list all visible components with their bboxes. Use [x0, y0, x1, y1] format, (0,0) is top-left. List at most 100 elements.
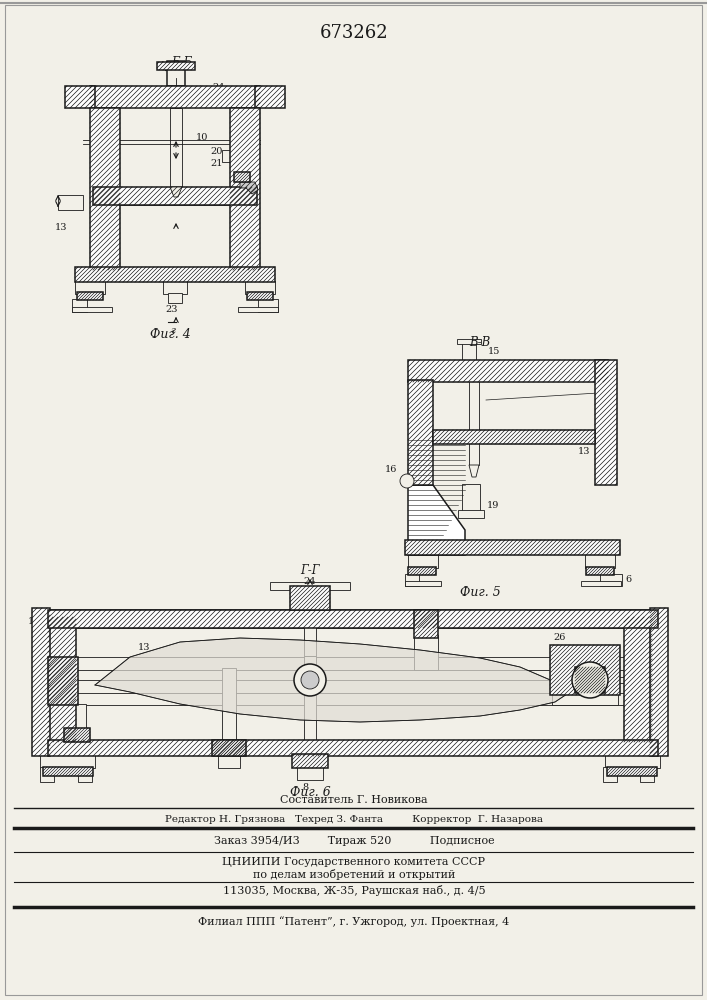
Bar	[247, 292, 273, 300]
Bar	[458, 510, 484, 518]
Text: Фиг. 5: Фиг. 5	[460, 586, 501, 599]
Text: ЦНИИПИ Государственного комитета СССР: ЦНИИПИ Государственного комитета СССР	[223, 857, 486, 867]
Polygon shape	[469, 465, 479, 477]
Bar	[157, 62, 195, 70]
Bar	[469, 360, 479, 465]
Bar	[270, 582, 350, 590]
Text: 13: 13	[55, 223, 67, 232]
Circle shape	[572, 662, 608, 698]
Bar	[68, 704, 86, 730]
Polygon shape	[240, 182, 258, 194]
Text: 12: 12	[28, 617, 40, 626]
Bar	[75, 281, 105, 294]
Bar	[48, 657, 78, 705]
Text: 8: 8	[302, 782, 308, 792]
Polygon shape	[95, 638, 570, 722]
Text: 20: 20	[210, 147, 223, 156]
Bar	[48, 740, 658, 756]
Text: 19: 19	[487, 500, 499, 510]
Text: 23: 23	[165, 304, 178, 314]
Bar	[640, 767, 654, 782]
Polygon shape	[408, 485, 465, 555]
Bar	[163, 270, 187, 294]
Text: 10: 10	[196, 133, 209, 142]
Text: 6: 6	[625, 576, 631, 584]
Text: 14: 14	[216, 744, 228, 752]
Bar	[93, 190, 257, 205]
Bar	[78, 767, 92, 782]
Bar	[462, 484, 480, 512]
Bar	[304, 596, 316, 656]
Circle shape	[400, 474, 414, 488]
Text: 24: 24	[304, 578, 316, 586]
Text: 22: 22	[54, 738, 66, 746]
Bar	[457, 339, 481, 344]
Bar	[585, 554, 615, 568]
Text: 26: 26	[553, 634, 566, 643]
Bar	[64, 728, 90, 742]
Bar	[76, 693, 624, 705]
Bar	[258, 299, 278, 312]
Text: по делам изобретений и открытий: по делам изобретений и открытий	[253, 868, 455, 880]
Bar	[405, 581, 441, 586]
Bar	[607, 767, 657, 776]
Bar	[595, 360, 617, 485]
Bar	[48, 610, 658, 628]
Bar	[292, 754, 328, 768]
Bar	[408, 554, 438, 568]
Bar	[58, 195, 83, 210]
Text: Фиг. 6: Фиг. 6	[290, 786, 330, 798]
Bar	[236, 156, 248, 174]
Text: 25: 25	[447, 610, 460, 619]
Bar	[212, 740, 246, 756]
Bar	[624, 617, 652, 742]
Bar	[552, 690, 618, 705]
Bar	[581, 581, 621, 586]
Bar	[586, 567, 614, 575]
Text: г: г	[170, 326, 175, 335]
Bar	[618, 677, 648, 683]
Bar	[168, 293, 182, 303]
Bar	[290, 586, 330, 610]
Bar	[76, 657, 624, 670]
Bar	[234, 172, 250, 182]
Bar	[43, 767, 93, 776]
Bar	[433, 430, 595, 444]
Bar	[600, 574, 622, 586]
Bar	[405, 574, 419, 586]
Text: Б-Б: Б-Б	[171, 56, 192, 70]
Bar	[408, 567, 436, 575]
Bar	[414, 635, 438, 670]
Bar	[408, 360, 608, 382]
Bar	[552, 645, 618, 660]
Bar	[90, 86, 260, 108]
Text: 673262: 673262	[320, 24, 388, 42]
Bar	[218, 755, 240, 768]
Text: Фиг. 4: Фиг. 4	[150, 328, 190, 342]
Bar	[245, 281, 275, 294]
Bar	[550, 645, 620, 695]
Bar	[405, 540, 620, 555]
Bar	[650, 608, 668, 756]
Text: 10: 10	[598, 388, 610, 397]
Bar	[72, 307, 112, 312]
Bar	[605, 755, 660, 768]
Polygon shape	[170, 187, 182, 197]
Circle shape	[301, 671, 319, 689]
Bar	[32, 608, 50, 756]
Text: 13: 13	[578, 446, 590, 456]
Text: 113035, Москва, Ж-35, Раушская наб., д. 4/5: 113035, Москва, Ж-35, Раушская наб., д. …	[223, 886, 485, 896]
Circle shape	[294, 664, 326, 696]
Text: Филиал ППП “Патент”, г. Ужгород, ул. Проектная, 4: Филиал ППП “Патент”, г. Ужгород, ул. Про…	[199, 917, 510, 927]
Text: Редактор Н. Грязнова   Техред З. Фанта         Корректор  Г. Назарова: Редактор Н. Грязнова Техред З. Фанта Кор…	[165, 816, 543, 824]
Bar	[167, 61, 185, 86]
Bar	[48, 617, 76, 742]
Bar	[72, 299, 87, 312]
Bar	[93, 187, 257, 205]
Text: 15: 15	[488, 348, 501, 357]
Bar	[222, 668, 236, 742]
Text: Составитель Г. Новикова: Составитель Г. Новикова	[280, 795, 428, 805]
Text: 13: 13	[138, 644, 151, 652]
Bar	[304, 656, 316, 756]
Bar	[48, 610, 658, 628]
